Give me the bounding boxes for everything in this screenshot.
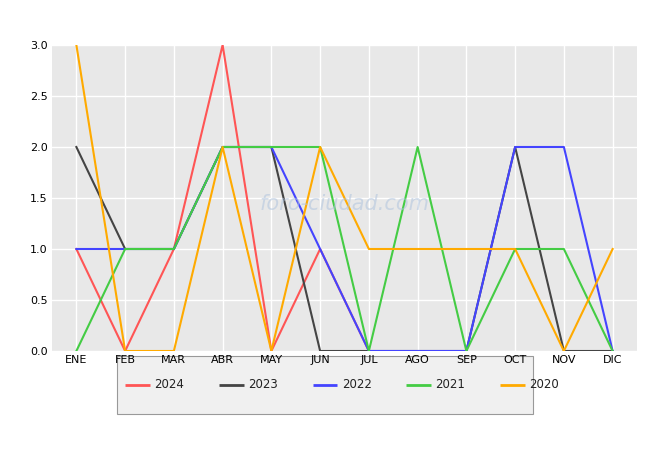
Text: 2021: 2021: [436, 378, 465, 391]
Text: 2020: 2020: [529, 378, 558, 391]
Text: 2023: 2023: [248, 378, 278, 391]
Text: Matriculaciones de Vehiculos en Ger: Matriculaciones de Vehiculos en Ger: [174, 11, 476, 29]
Text: 2024: 2024: [155, 378, 185, 391]
FancyBboxPatch shape: [117, 356, 533, 414]
Text: 2022: 2022: [342, 378, 372, 391]
Text: foro-ciudad.com: foro-ciudad.com: [259, 194, 430, 214]
Text: http://www.foro-ciudad.com: http://www.foro-ciudad.com: [495, 429, 630, 439]
